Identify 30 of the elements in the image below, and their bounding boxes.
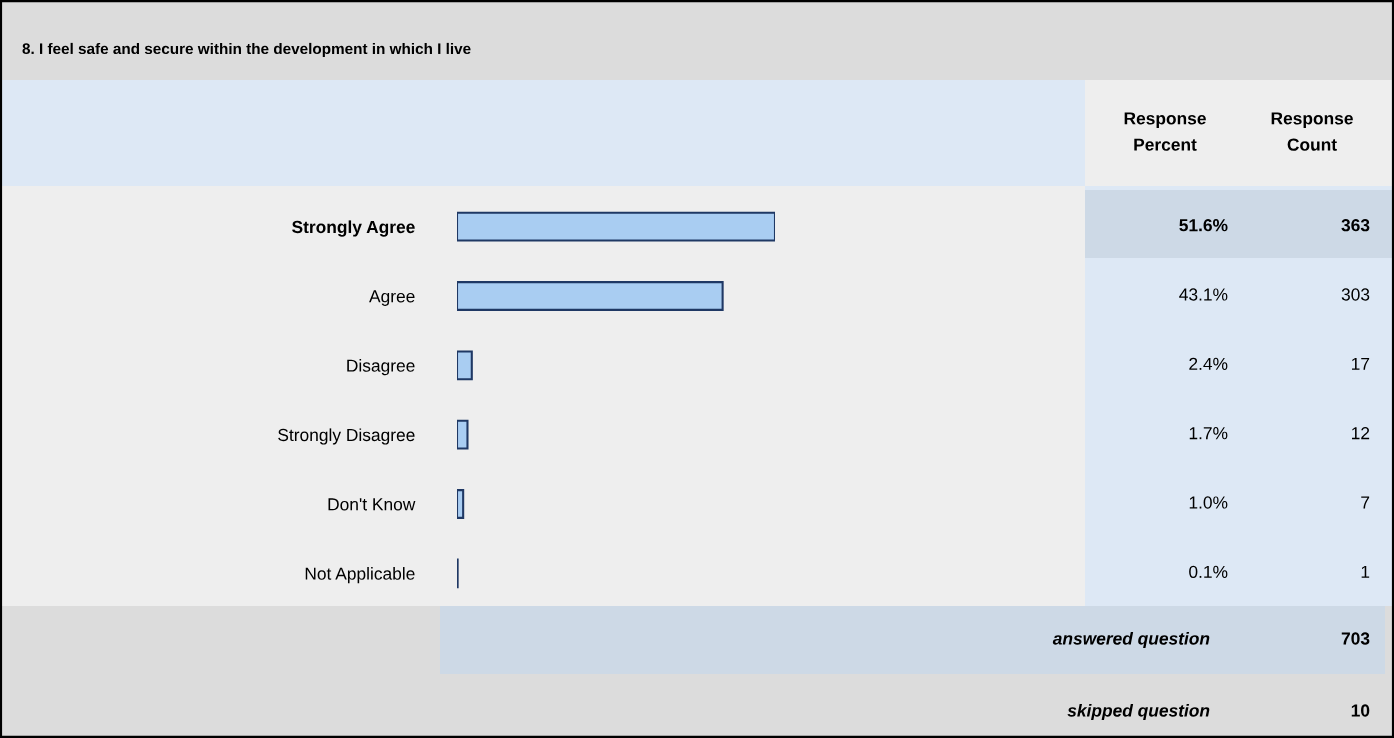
data-label: 0.1% — [1189, 565, 1228, 578]
y-tick-label: Don't Know — [328, 498, 416, 511]
text: 8. I feel safe and secure within the development in which I live — [22, 42, 471, 58]
text: answered question — [1052, 631, 1210, 649]
y-tick-label: Agree — [369, 290, 415, 306]
bar — [457, 419, 469, 450]
y-tick-label: Not Applicable — [305, 567, 415, 584]
text: 17 — [1352, 357, 1370, 370]
text: 363 — [1341, 219, 1370, 232]
text: 7 — [1361, 496, 1370, 509]
y-tick-label: Strongly Disagree — [278, 428, 415, 445]
data-label: 2.4% — [1189, 357, 1228, 370]
bar — [457, 281, 724, 311]
text: skipped question — [1067, 703, 1210, 721]
bar — [457, 489, 465, 519]
text: 10 — [1351, 704, 1370, 717]
data-label: 51.6% — [1179, 219, 1228, 232]
bar — [457, 211, 775, 242]
data-label: 1.7% — [1189, 427, 1228, 440]
data-label: 43.1% — [1179, 288, 1228, 301]
text: 303 — [1341, 288, 1370, 301]
y-tick-label: Disagree — [347, 359, 415, 376]
text: 1 — [1361, 565, 1370, 578]
text: 703 — [1341, 632, 1370, 645]
bar — [457, 350, 473, 381]
y-tick-label: Strongly Agree — [292, 220, 415, 237]
text: Response Count — [1271, 112, 1353, 151]
text: Response Percent — [1124, 112, 1206, 151]
text: 12 — [1352, 427, 1370, 440]
data-label: 1.0% — [1189, 496, 1228, 509]
